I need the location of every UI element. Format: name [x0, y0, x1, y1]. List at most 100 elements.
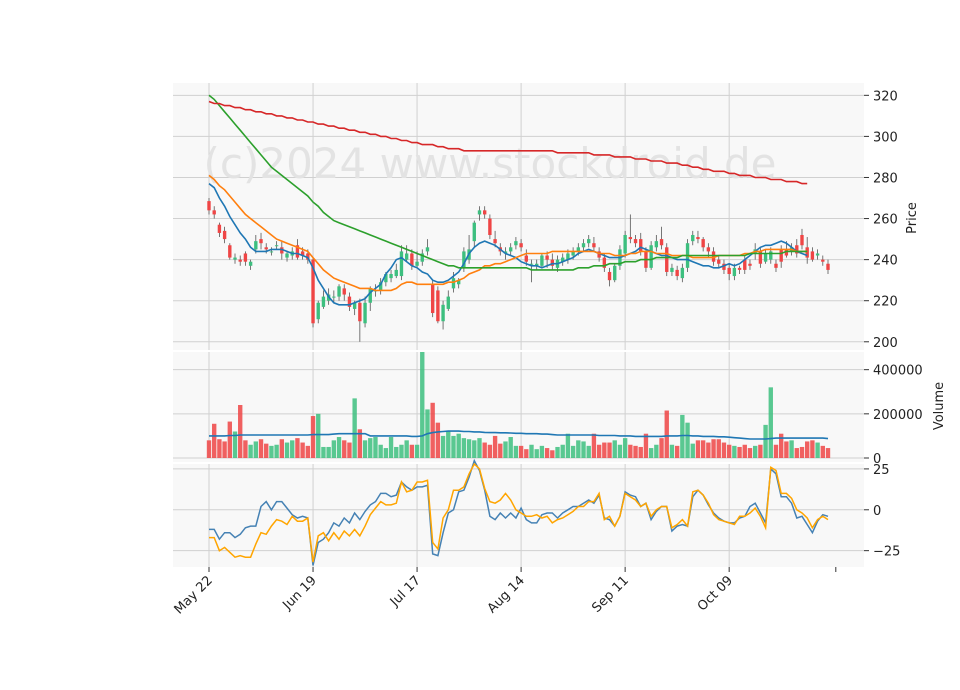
volume-bar	[430, 402, 435, 458]
y-tick-label: 25	[873, 463, 890, 478]
volume-bar	[763, 424, 768, 458]
candle-body	[717, 259, 721, 264]
volume-bar	[539, 445, 545, 458]
candle-body	[639, 239, 643, 252]
volume-bar	[607, 442, 612, 458]
volume-bar	[243, 440, 248, 458]
y-tick-label: 200	[873, 336, 898, 351]
volume-bar	[596, 444, 602, 458]
volume-average-line	[209, 430, 829, 440]
candle-body	[628, 237, 633, 240]
candle-body	[352, 302, 357, 309]
candle-body	[524, 255, 528, 262]
volume-bar	[659, 438, 664, 458]
volume-bar	[716, 439, 721, 458]
volume-bar	[482, 442, 487, 458]
price-panel	[207, 94, 830, 342]
candle-body	[212, 210, 216, 215]
candle-body	[477, 210, 482, 215]
volume-bar	[565, 433, 571, 458]
candle-body	[368, 288, 372, 303]
candle-body	[675, 269, 679, 277]
moving-average-line	[208, 94, 808, 271]
candle-body	[259, 239, 263, 244]
y-tick-label: 280	[873, 171, 898, 186]
volume-bar	[820, 445, 825, 458]
volume-bar	[638, 446, 643, 458]
volume-bar	[773, 444, 779, 458]
candle-body	[316, 302, 320, 320]
volume-bar	[368, 438, 373, 458]
volume-bar	[227, 421, 232, 458]
volume-bar	[633, 445, 638, 458]
candle-body	[670, 267, 674, 272]
volume-bar	[388, 437, 394, 458]
candle-body	[696, 237, 700, 240]
candle-body	[415, 261, 419, 266]
moving-average-line	[208, 182, 808, 306]
volume-bar	[357, 429, 363, 458]
x-tick-label: Aug 14	[485, 573, 528, 616]
volume-bar	[492, 435, 498, 458]
y-tick-label: 300	[873, 130, 898, 145]
candle-body	[269, 251, 274, 253]
candle-body	[300, 251, 305, 256]
candle-body	[748, 263, 752, 266]
candle-body	[602, 257, 607, 268]
volume-bar	[648, 448, 654, 458]
candle-body	[654, 241, 659, 248]
volume-bar	[602, 442, 607, 458]
volume-bar	[560, 444, 565, 458]
candle-body	[592, 243, 596, 248]
volume-bar	[217, 439, 222, 458]
candle-body	[784, 249, 789, 256]
x-tick-label: Jul 17	[387, 573, 424, 610]
candle-body	[779, 249, 783, 262]
volume-bar	[737, 446, 742, 458]
candle-body	[493, 239, 497, 244]
volume-bar	[305, 445, 311, 458]
volume-bar	[362, 440, 368, 458]
candle-body	[571, 251, 575, 256]
candle-body	[711, 251, 716, 262]
candle-body	[243, 253, 248, 262]
volume-bar	[503, 441, 508, 458]
volume-bar	[456, 433, 461, 458]
candle-body	[248, 261, 253, 266]
volume-bar	[576, 440, 581, 458]
y-tick-label: 320	[873, 89, 898, 104]
candle-body	[737, 267, 742, 270]
candle-body	[436, 290, 440, 322]
candle-body	[425, 247, 430, 252]
volume-bar	[654, 444, 659, 458]
volume-bar	[258, 439, 264, 458]
candle-body	[576, 247, 581, 252]
candle-body	[581, 243, 586, 248]
volume-bar	[326, 446, 331, 458]
candle-body	[800, 234, 804, 246]
candle-body	[826, 263, 830, 270]
candle-body	[815, 253, 820, 256]
candle-body	[633, 239, 638, 244]
volume-bar	[805, 441, 810, 458]
candle-body	[774, 263, 778, 268]
volume-bar	[404, 440, 409, 458]
candle-body	[503, 251, 508, 254]
candle-body	[462, 251, 466, 268]
volume-bar	[472, 440, 477, 458]
candle-body	[519, 243, 523, 248]
candle-body	[472, 222, 476, 242]
volume-bar	[550, 450, 555, 458]
volume-bar	[779, 433, 784, 458]
volume-bar	[435, 422, 441, 458]
volume-bar	[732, 445, 737, 458]
volume-bar	[570, 445, 576, 458]
volume-bar	[222, 441, 227, 458]
volume-bar	[331, 440, 337, 458]
candle-body	[514, 241, 518, 246]
x-tick-label: Jun 19	[280, 573, 320, 613]
candle-body	[743, 259, 747, 270]
candle-body	[587, 239, 591, 244]
candle-body	[597, 251, 601, 258]
